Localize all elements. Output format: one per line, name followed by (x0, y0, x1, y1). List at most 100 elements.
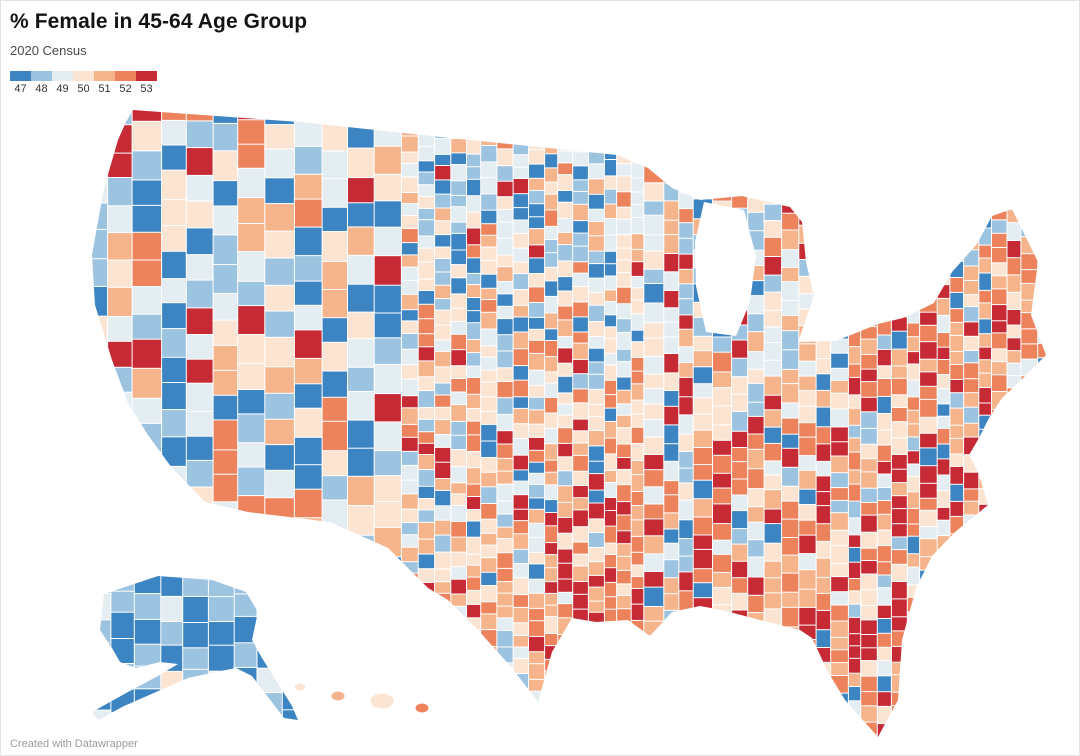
county[interactable] (963, 219, 980, 235)
county[interactable] (182, 570, 210, 598)
county[interactable] (906, 351, 921, 366)
county[interactable] (480, 145, 498, 163)
county[interactable] (237, 389, 266, 415)
county[interactable] (815, 609, 832, 631)
county[interactable] (906, 182, 921, 203)
county[interactable] (906, 258, 921, 278)
county[interactable] (978, 179, 993, 197)
county[interactable] (496, 293, 515, 308)
county[interactable] (434, 592, 452, 610)
county[interactable] (798, 553, 818, 571)
county[interactable] (281, 659, 307, 687)
county[interactable] (692, 464, 714, 482)
county[interactable] (663, 290, 680, 309)
county[interactable] (321, 370, 349, 399)
county[interactable] (630, 716, 645, 735)
county[interactable] (161, 712, 188, 743)
county[interactable] (630, 217, 645, 235)
county[interactable] (417, 333, 436, 348)
county[interactable] (906, 677, 921, 697)
county[interactable] (603, 234, 618, 253)
county[interactable] (678, 314, 695, 331)
county[interactable] (1037, 128, 1054, 145)
county[interactable] (876, 95, 893, 112)
county[interactable] (747, 594, 766, 614)
county[interactable] (572, 190, 590, 206)
county[interactable] (847, 394, 862, 410)
county[interactable] (107, 550, 133, 582)
county[interactable] (467, 95, 482, 107)
county[interactable] (467, 740, 482, 753)
county[interactable] (161, 356, 188, 384)
county[interactable] (512, 732, 530, 749)
county[interactable] (678, 450, 695, 470)
county[interactable] (417, 469, 436, 488)
county[interactable] (949, 424, 965, 440)
county[interactable] (450, 349, 468, 367)
county[interactable] (544, 658, 559, 672)
county[interactable] (603, 263, 618, 278)
county[interactable] (544, 239, 559, 254)
county[interactable] (991, 391, 1008, 411)
county[interactable] (907, 95, 920, 108)
county[interactable] (373, 663, 403, 691)
county[interactable] (830, 95, 850, 111)
county[interactable] (182, 647, 210, 671)
county[interactable] (160, 644, 184, 673)
county[interactable] (293, 198, 324, 229)
county[interactable] (496, 552, 515, 570)
county[interactable] (643, 535, 665, 555)
county[interactable] (630, 619, 645, 634)
county[interactable] (1066, 142, 1080, 159)
county[interactable] (847, 686, 862, 702)
county[interactable] (466, 617, 482, 631)
county[interactable] (512, 379, 530, 398)
county[interactable] (528, 106, 546, 119)
county[interactable] (466, 684, 482, 699)
county[interactable] (572, 722, 590, 740)
county[interactable] (712, 405, 733, 426)
county[interactable] (450, 465, 468, 484)
county[interactable] (847, 150, 862, 168)
county[interactable] (663, 424, 680, 445)
county[interactable] (133, 570, 162, 595)
county[interactable] (212, 95, 239, 125)
county[interactable] (847, 181, 862, 199)
county[interactable] (256, 618, 284, 643)
county[interactable] (860, 721, 879, 736)
county[interactable] (417, 407, 436, 421)
county[interactable] (417, 318, 436, 335)
county[interactable] (815, 210, 832, 231)
county[interactable] (731, 543, 749, 563)
county[interactable] (860, 249, 879, 267)
county[interactable] (417, 247, 436, 264)
county[interactable] (321, 231, 349, 263)
county[interactable] (528, 461, 546, 475)
county[interactable] (712, 669, 733, 687)
county[interactable] (434, 123, 452, 140)
county[interactable] (603, 596, 618, 611)
county[interactable] (949, 655, 965, 672)
county[interactable] (678, 571, 695, 592)
county[interactable] (417, 145, 436, 162)
county[interactable] (919, 268, 939, 286)
county[interactable] (919, 398, 939, 419)
county[interactable] (847, 616, 862, 635)
county[interactable] (876, 273, 893, 291)
county[interactable] (1020, 729, 1039, 748)
county[interactable] (587, 416, 606, 432)
county[interactable] (906, 644, 921, 662)
county[interactable] (573, 739, 589, 755)
county[interactable] (663, 593, 680, 612)
county[interactable] (400, 135, 420, 154)
county[interactable] (830, 472, 850, 489)
county[interactable] (544, 312, 559, 330)
county[interactable] (496, 430, 515, 446)
county[interactable] (781, 330, 800, 351)
county[interactable] (861, 747, 878, 756)
county[interactable] (321, 499, 349, 531)
county[interactable] (80, 285, 109, 318)
county[interactable] (949, 407, 965, 427)
county[interactable] (496, 334, 515, 352)
county[interactable] (85, 592, 112, 621)
